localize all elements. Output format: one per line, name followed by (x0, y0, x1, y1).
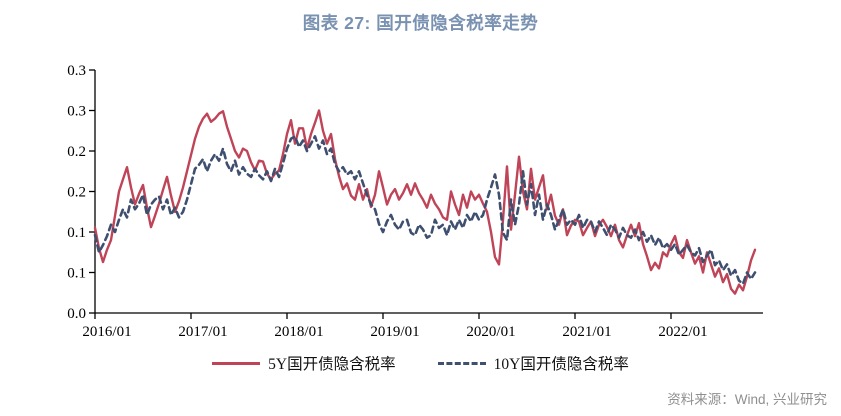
x-tick-label: 2017/01 (178, 324, 227, 340)
x-tick-label: 2022/01 (658, 324, 707, 340)
x-tick-label: 2018/01 (274, 324, 323, 340)
legend-label-10y: 10Y国开债隐含税率 (493, 356, 629, 373)
legend-item-5y: 5Y国开债隐含税率 (212, 352, 396, 374)
x-tick-label: 2021/01 (562, 324, 611, 340)
x-tick-label: 2019/01 (370, 324, 419, 340)
y-tick-label: 0.0 (67, 306, 86, 322)
chart-title: 图表 27: 国开债隐含税率走势 (302, 13, 539, 33)
y-tick-label: 0.3 (67, 104, 86, 120)
series-10y-line (93, 135, 757, 286)
chart-legend: 5Y国开债隐含税率 10Y国开债隐含税率 (0, 352, 841, 374)
legend-item-10y: 10Y国开债隐含税率 (437, 352, 629, 374)
y-tick-label: 0.2 (67, 185, 86, 201)
series-5y-line (93, 109, 757, 295)
x-tick-label: 2016/01 (82, 324, 131, 340)
x-tick-label: 2020/01 (466, 324, 515, 340)
y-tick-label: 0.3 (67, 63, 86, 79)
y-axis: 0.0 0.1 0.1 0.2 0.2 0.3 0.3 (67, 63, 96, 322)
dashed-line-swatch (437, 361, 486, 365)
y-tick-label: 0.1 (67, 225, 86, 241)
y-tick-label: 0.2 (67, 144, 86, 160)
y-tick-label: 0.1 (67, 266, 86, 282)
data-source-note: 资料来源：Wind, 兴业研究 (667, 392, 827, 407)
legend-label-5y: 5Y国开债隐含税率 (268, 356, 396, 373)
x-axis: 2016/01 2017/01 2018/01 2019/01 2020/01 2021/… (82, 312, 763, 340)
solid-line-swatch (212, 361, 261, 365)
